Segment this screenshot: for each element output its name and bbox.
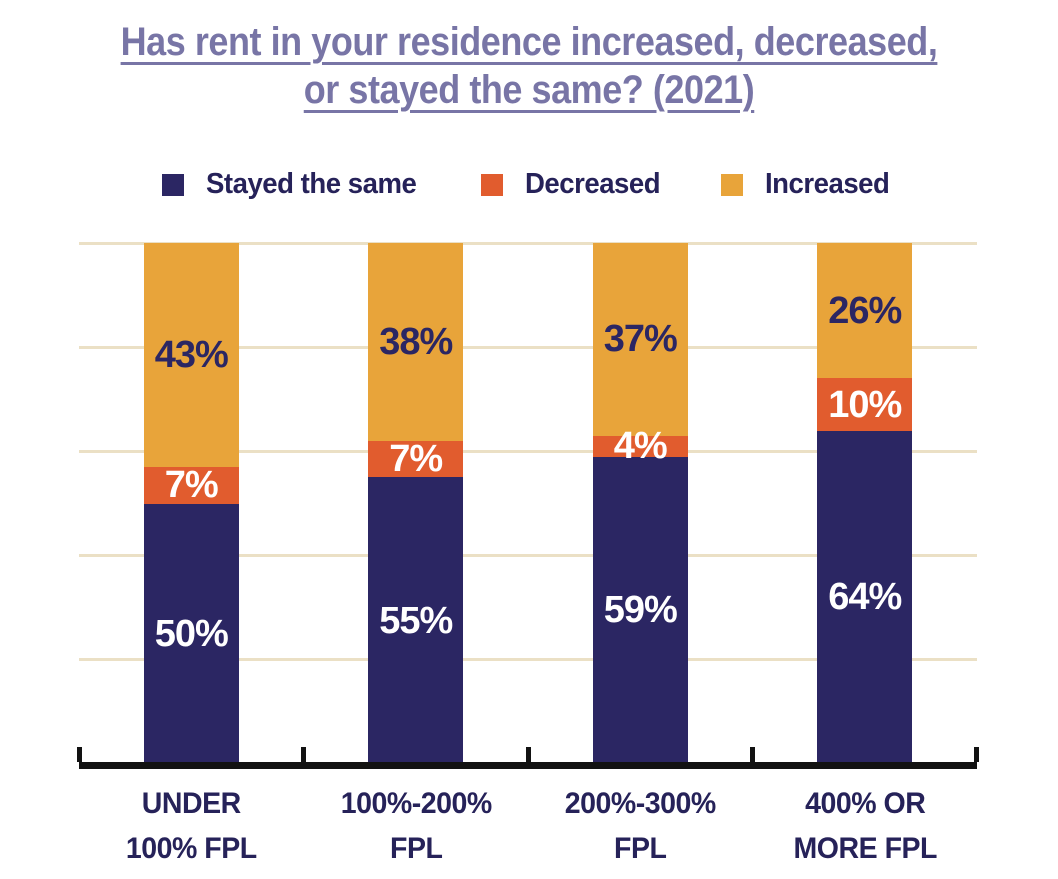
bar-value-label: 50% <box>154 612 229 655</box>
bar-segment-stayed-the-same: 55% <box>368 477 464 764</box>
legend-label: Stayed the same <box>205 168 417 200</box>
bar-value-label: 38% <box>379 321 453 363</box>
x-axis-label-line: UNDER <box>141 787 241 820</box>
bar-segment-stayed-the-same: 64% <box>817 430 913 764</box>
bar-value-label: 10% <box>828 383 902 426</box>
bar-segment-decreased: 10% <box>817 378 913 431</box>
x-axis-label-line: 100%-200% <box>340 787 492 820</box>
bar-group-3: 64% 10% 26% <box>817 243 913 764</box>
bar-group-1: 55% 7% 38% <box>368 243 464 764</box>
legend-item-decreased: Decreased <box>481 168 667 201</box>
chart-title-line-2: or stayed the same? (2021) <box>303 68 755 112</box>
bar-value-label: 37% <box>603 318 678 361</box>
gridline-60 <box>79 449 977 453</box>
x-axis-labels: UNDER 100% FPL 100%-200% FPL 200%-300% F… <box>79 781 977 871</box>
legend-swatch-stayed-the-same <box>161 173 184 196</box>
bar-segment-decreased: 4% <box>592 427 688 465</box>
axis-tick <box>301 747 306 762</box>
bar-segment-stayed-the-same: 50% <box>143 503 239 764</box>
bars: 50% 7% 43% 55% 7% 38% 59% 4% 37% 64% 10% 26% <box>79 243 977 764</box>
axis-tick <box>974 747 979 762</box>
legend-swatch-decreased <box>481 173 504 196</box>
plot-area: 50% 7% 43% 55% 7% 38% 59% 4% 37% 64% 10% 26% <box>79 241 977 764</box>
bar-value-label: 43% <box>154 334 229 377</box>
axis-tick <box>525 747 531 762</box>
bar-segment-decreased: 7% <box>143 464 239 507</box>
bar-value-label: 7% <box>164 464 219 507</box>
x-axis-label-line: 400% OR <box>804 787 926 820</box>
bar-segment-increased: 38% <box>368 243 464 441</box>
gridline-20 <box>79 658 977 662</box>
legend-swatch-increased <box>721 173 744 196</box>
x-axis-label-line: 200%-300% <box>564 787 716 820</box>
x-axis-label-line: MORE FPL <box>793 832 937 865</box>
x-axis-label-line: FPL <box>389 832 443 865</box>
axis-tick <box>750 747 755 762</box>
bar-group-2: 59% 4% 37% <box>592 243 688 764</box>
bar-value-label: 26% <box>828 289 902 332</box>
bar-value-label: 4% <box>613 425 668 468</box>
bar-value-label: 59% <box>603 589 678 632</box>
axis-tick <box>77 747 82 762</box>
legend-label: Decreased <box>525 168 661 200</box>
legend-item-increased: Increased <box>721 168 896 201</box>
bar-segment-increased: 43% <box>143 243 239 468</box>
legend: Stayed the same Decreased Increased <box>0 168 1058 201</box>
x-axis-ticks <box>77 747 979 762</box>
bar-segment-increased: 26% <box>817 243 913 379</box>
x-axis-label-under-100-fpl: UNDER 100% FPL <box>79 781 304 871</box>
x-axis-line <box>79 762 977 769</box>
gridline-100 <box>79 241 977 245</box>
x-axis-label-400-or-more-fpl: 400% OR MORE FPL <box>753 781 978 871</box>
gridline-80 <box>79 345 977 349</box>
bar-value-label: 55% <box>379 599 453 642</box>
gridline-40 <box>79 554 977 558</box>
x-axis-label-line: FPL <box>614 832 667 865</box>
legend-label: Increased <box>765 168 890 200</box>
x-axis-label-200-300-fpl: 200%-300% FPL <box>528 781 753 871</box>
bar-segment-decreased: 7% <box>368 438 464 481</box>
chart-title-line-1: Has rent in your residence increased, de… <box>120 20 938 64</box>
bar-value-label: 64% <box>828 576 902 619</box>
legend-item-stayed-the-same: Stayed the same <box>161 168 427 201</box>
bar-group-0: 50% 7% 43% <box>143 243 239 764</box>
x-axis-label-100-200-fpl: 100%-200% FPL <box>304 781 529 871</box>
bar-segment-stayed-the-same: 59% <box>592 456 688 764</box>
bar-segment-increased: 37% <box>592 243 688 436</box>
bar-value-label: 7% <box>389 438 443 481</box>
x-axis-label-line: 100% FPL <box>125 832 257 865</box>
chart-title: Has rent in your residence increased, de… <box>53 18 1005 114</box>
